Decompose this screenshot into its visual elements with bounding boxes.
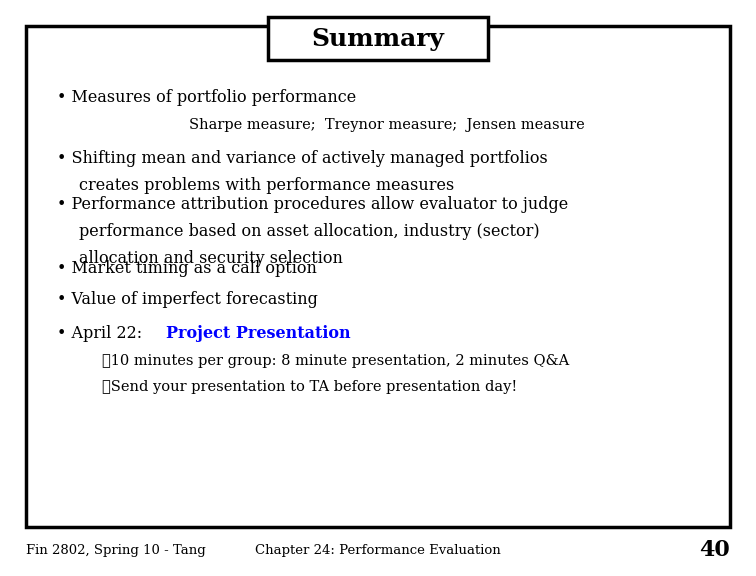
Text: Summary: Summary (311, 26, 445, 51)
Text: Fin 2802, Spring 10 - Tang: Fin 2802, Spring 10 - Tang (26, 544, 206, 556)
Text: Sharpe measure;  Treynor measure;  Jensen measure: Sharpe measure; Treynor measure; Jensen … (189, 118, 584, 132)
FancyBboxPatch shape (26, 26, 730, 527)
Text: ➤Send your presentation to TA before presentation day!: ➤Send your presentation to TA before pre… (102, 380, 517, 394)
Text: • Value of imperfect forecasting: • Value of imperfect forecasting (57, 291, 318, 308)
Text: ➤10 minutes per group: 8 minute presentation, 2 minutes Q&A: ➤10 minutes per group: 8 minute presenta… (102, 354, 569, 368)
Text: • Measures of portfolio performance: • Measures of portfolio performance (57, 89, 356, 107)
Text: • Performance attribution procedures allow evaluator to judge: • Performance attribution procedures all… (57, 196, 568, 213)
Text: • Shifting mean and variance of actively managed portfolios: • Shifting mean and variance of actively… (57, 150, 547, 167)
Text: • Market timing as a call option: • Market timing as a call option (57, 260, 317, 278)
Text: Project Presentation: Project Presentation (166, 325, 351, 343)
Text: • April 22:: • April 22: (57, 325, 147, 343)
Text: allocation and security selection: allocation and security selection (79, 250, 343, 267)
Text: 40: 40 (699, 539, 730, 561)
FancyBboxPatch shape (268, 17, 488, 60)
Text: creates problems with performance measures: creates problems with performance measur… (79, 177, 454, 194)
Text: performance based on asset allocation, industry (sector): performance based on asset allocation, i… (79, 223, 540, 240)
Text: Chapter 24: Performance Evaluation: Chapter 24: Performance Evaluation (255, 544, 501, 556)
